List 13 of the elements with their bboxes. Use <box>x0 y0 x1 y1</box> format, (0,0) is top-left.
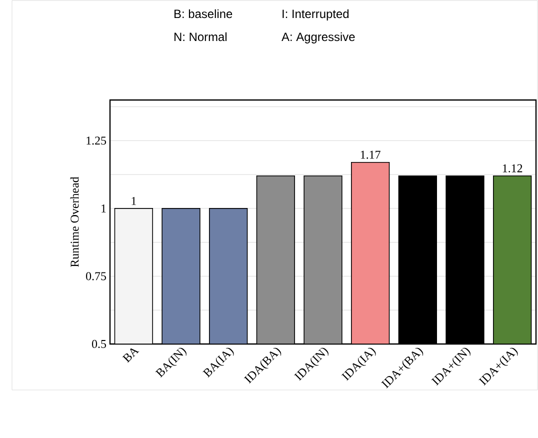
y-tick-label: 0.75 <box>86 272 106 280</box>
data-label: 1 <box>132 197 136 205</box>
x-tick-label: BA <box>122 348 140 363</box>
text: A: Aggressive <box>282 32 355 44</box>
text: I: Interrupted <box>282 9 349 20</box>
data-label: 1.17 <box>360 150 380 159</box>
y-tick-label: 1 <box>102 204 106 212</box>
text: N: Normal <box>174 32 227 42</box>
y-tick-label: 0.5 <box>92 340 106 348</box>
data-label: 1.12 <box>502 164 522 172</box>
y-axis-title: Runtime Overhead <box>70 176 79 267</box>
y-tick-label: 1.25 <box>86 136 106 145</box>
text: B: baseline <box>174 9 232 18</box>
